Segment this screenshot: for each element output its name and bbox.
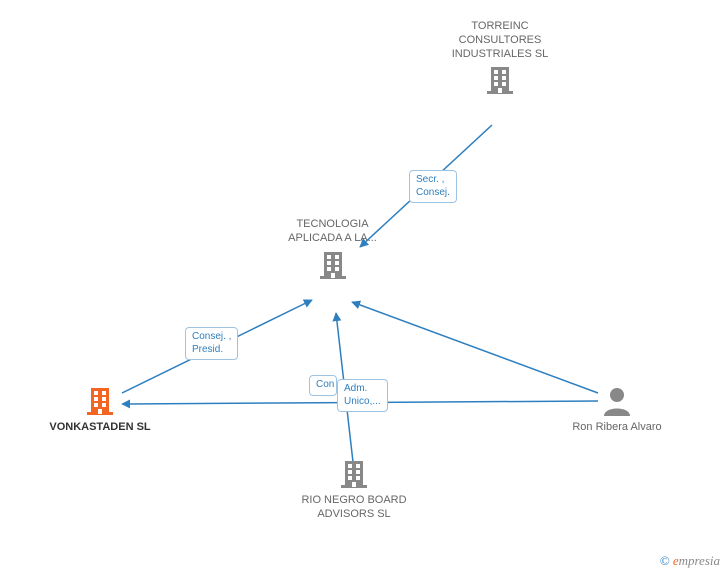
building-icon [30,384,170,418]
node-tecnologia[interactable]: TECNOLOGIA APLICADA A LA... [275,218,390,282]
edge-ronribera-tecnologia [352,302,598,393]
edge-label-torreinc: Secr. , Consej. [409,170,457,203]
node-vonkastaden[interactable]: VONKASTADEN SL [30,384,170,437]
node-label: Ron Ribera Alvaro [567,421,667,435]
node-rionegro[interactable]: RIO NEGRO BOARD ADVISORS SL [299,457,409,524]
building-icon [275,248,390,282]
node-torreinc[interactable]: TORREINC CONSULTORES INDUSTRIALES SL [440,20,560,97]
edge-label-ronribera: Adm. Unico,... [337,379,388,412]
copyright-symbol: © [660,553,670,568]
node-label: TORREINC CONSULTORES INDUSTRIALES SL [440,20,560,61]
building-icon [440,63,560,97]
edge-label-vonkastaden: Consej. , Presid. [185,327,238,360]
watermark-text: empresia [673,553,720,568]
building-icon [299,457,409,491]
edge-label-rionegro-partial: Con [309,375,337,396]
diagram-canvas: { "canvas": { "width": 728, "height": 57… [0,0,728,575]
node-ronribera[interactable]: Ron Ribera Alvaro [567,384,667,437]
person-icon [567,384,667,418]
node-label: VONKASTADEN SL [30,421,170,435]
node-label: TECNOLOGIA APLICADA A LA... [275,218,390,246]
node-label: RIO NEGRO BOARD ADVISORS SL [299,494,409,522]
watermark: ©empresia [660,553,720,569]
